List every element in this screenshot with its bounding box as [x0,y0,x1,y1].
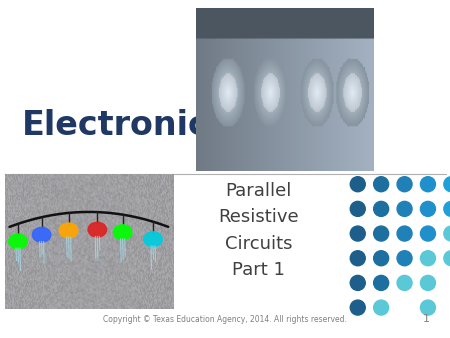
Text: Electronics: Electronics [22,108,229,142]
Circle shape [420,201,436,216]
Circle shape [374,226,389,241]
Circle shape [397,226,412,241]
Text: 1: 1 [423,314,430,324]
Circle shape [374,300,389,315]
Circle shape [420,226,436,241]
Circle shape [350,177,365,192]
Text: Copyright © Texas Education Agency, 2014. All rights reserved.: Copyright © Texas Education Agency, 2014… [103,315,347,324]
Circle shape [420,251,436,266]
Circle shape [350,201,365,216]
Circle shape [420,177,436,192]
Circle shape [397,275,412,290]
Text: Parallel: Parallel [225,182,292,200]
Circle shape [350,300,365,315]
Circle shape [374,177,389,192]
Text: Part 1: Part 1 [232,261,285,279]
Circle shape [144,232,162,247]
Circle shape [32,227,51,242]
Circle shape [350,251,365,266]
Circle shape [444,177,450,192]
Circle shape [88,222,107,237]
Circle shape [420,275,436,290]
Text: Resistive: Resistive [218,208,299,226]
Circle shape [59,223,78,238]
Circle shape [444,201,450,216]
Circle shape [374,201,389,216]
Circle shape [444,226,450,241]
Circle shape [350,226,365,241]
Circle shape [374,251,389,266]
Circle shape [397,177,412,192]
Circle shape [9,234,27,249]
Text: Circuits: Circuits [225,235,292,253]
Circle shape [374,275,389,290]
Circle shape [113,225,132,240]
Circle shape [397,251,412,266]
Circle shape [350,275,365,290]
Circle shape [397,201,412,216]
Circle shape [444,251,450,266]
Circle shape [420,300,436,315]
